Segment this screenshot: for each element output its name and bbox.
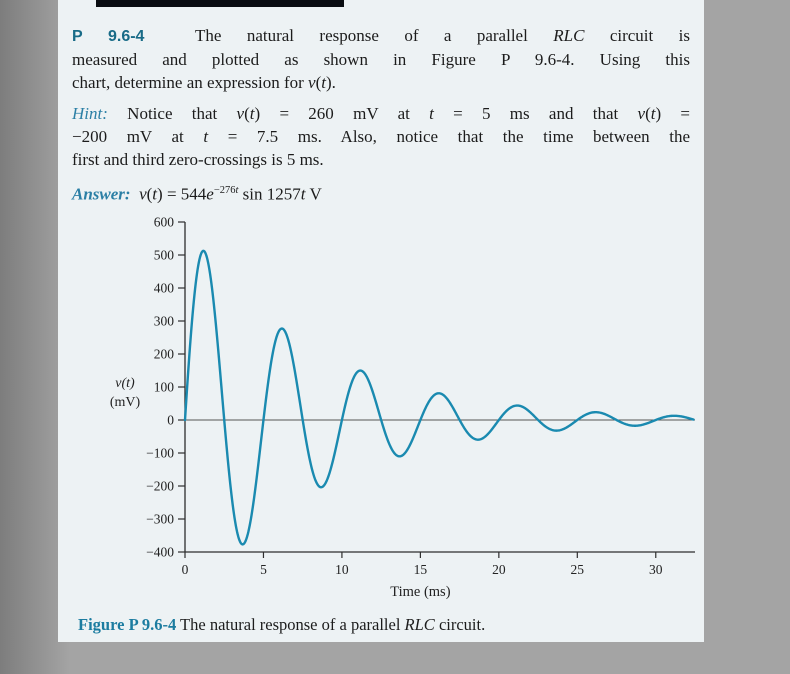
x-tick-label: 15 — [414, 562, 428, 577]
text-line: −200 mV at t = 7.5 ms. Also, notice that… — [72, 127, 690, 146]
x-tick-label: 30 — [649, 562, 663, 577]
x-tick-label: 20 — [492, 562, 506, 577]
y-tick-label: 300 — [154, 313, 175, 328]
text-line: P 9.6-4 The natural response of a parall… — [72, 26, 691, 45]
text-line: Answer: v(t) = 544e−276t sin 1257t V — [72, 184, 322, 204]
figure-container: 600 500 400 300 200 100 0 −100 −200 −300 −400 0 5 10 1… — [80, 210, 704, 607]
figure-number: Figure P 9.6-4 — [78, 614, 177, 634]
y-tick-label: 0 — [167, 412, 174, 427]
y-axis-title: v(t) — [115, 376, 135, 391]
hint-label: Hint: — [72, 104, 108, 123]
top-bar-fragment — [96, 0, 344, 7]
curve-path — [183, 249, 695, 546]
y-tick-label: 200 — [154, 346, 175, 361]
y-tick-label: 400 — [154, 280, 175, 295]
x-tick-label: 5 — [260, 562, 267, 577]
y-tick-label: −200 — [146, 478, 174, 493]
figure-caption: Figure P 9.6-4 The natural response of a… — [78, 613, 696, 636]
answer-label: Answer: — [72, 184, 131, 204]
answer-line: Answer: v(t) = 544e−276t sin 1257t V — [72, 179, 690, 206]
y-tick-label: 100 — [154, 379, 175, 394]
text-line: chart, determine an expression for v(t). — [72, 73, 336, 92]
problem-text-block: P 9.6-4 The natural response of a parall… — [72, 24, 690, 206]
problem-number: P 9.6-4 — [72, 28, 145, 45]
textbook-page: P 9.6-4 The natural response of a parall… — [58, 0, 704, 642]
y-tick-label: 600 — [154, 214, 175, 229]
x-tick-label: 10 — [335, 562, 349, 577]
text-line: first and third zero-crossings is 5 ms. — [72, 150, 324, 169]
y-tick-label: −400 — [146, 544, 174, 559]
hint-paragraph: Hint: Notice that v(t) = 260 mV at t = 5… — [72, 102, 690, 171]
rlc-chart: 600 500 400 300 200 100 0 −100 −200 −300 −400 0 5 10 1… — [110, 214, 695, 600]
text-line: Hint: Notice that v(t) = 260 mV at t = 5… — [72, 104, 690, 123]
x-tick-label: 0 — [182, 562, 189, 577]
y-axis-title-units: (mV) — [110, 395, 141, 410]
x-axis-title: Time (ms) — [390, 584, 450, 600]
y-tick-label: −100 — [146, 445, 174, 460]
text-line: Figure P 9.6-4 The natural response of a… — [78, 614, 486, 634]
y-tick-label: −300 — [146, 511, 174, 526]
x-tick-label: 25 — [571, 562, 585, 577]
text-line: measured and plotted as shown in Figure … — [72, 50, 690, 69]
problem-statement: P 9.6-4 The natural response of a parall… — [72, 24, 690, 94]
y-tick-label: 500 — [154, 247, 175, 262]
